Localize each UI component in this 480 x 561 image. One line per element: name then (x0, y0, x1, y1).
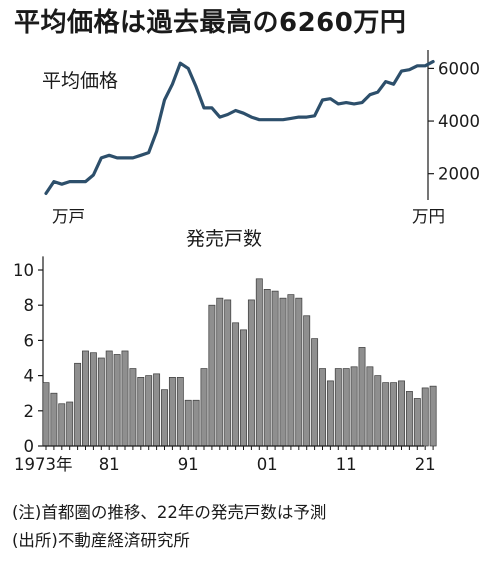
units-bar (326, 380, 334, 447)
bar-y-tick-label: 2 (24, 402, 35, 421)
units-bar (279, 297, 287, 447)
units-bar (113, 354, 121, 447)
units-bar (50, 392, 58, 447)
bar-x-tick-label: 21 (415, 455, 436, 474)
units-bar (366, 366, 374, 447)
bar-y-tick-label: 6 (24, 331, 35, 350)
bar-series-label: 発売戸数 (186, 228, 262, 250)
units-bar (192, 399, 200, 447)
bar-y-tick-label: 10 (13, 261, 34, 280)
units-bar (398, 380, 405, 447)
units-bar (263, 289, 271, 447)
line-y-tick-label: 4000 (438, 112, 480, 131)
units-bar (255, 278, 263, 447)
units-bar (421, 387, 429, 447)
units-bar (74, 362, 82, 447)
units-bar (105, 350, 113, 447)
units-bar (216, 297, 224, 447)
line-y-unit-label: 万円 (412, 207, 445, 226)
units-bar (224, 299, 232, 447)
bar-x-tick-label: 1973年 (14, 455, 73, 474)
units-bar (334, 368, 342, 447)
units-bar (232, 322, 240, 447)
units-bar (342, 368, 350, 447)
bar-x-tick-label: 01 (257, 455, 278, 474)
units-bar (287, 294, 295, 447)
units-bar (137, 377, 145, 447)
units-bar (358, 347, 366, 447)
units-bar (303, 315, 311, 447)
units-bar (129, 368, 137, 447)
units-bar (247, 299, 255, 447)
units-bar (145, 375, 153, 447)
units-bar (82, 350, 89, 447)
units-bar (121, 350, 129, 447)
line-y-tick-label: 6000 (438, 59, 480, 78)
figure-title: 平均価格は過去最高の6260万円 (14, 8, 407, 38)
units-bar (350, 366, 358, 447)
units-bar (382, 382, 390, 447)
units-bar (176, 377, 184, 447)
line-y-tick-label: 2000 (438, 165, 480, 184)
units-bar (390, 382, 398, 447)
bar-x-tick-label: 11 (336, 455, 357, 474)
average-price-line (44, 59, 435, 195)
units-bar (66, 401, 74, 447)
bar-y-tick-label: 8 (24, 296, 35, 315)
units-bar (58, 403, 66, 447)
source-note: (出所)不動産経済研究所 (12, 531, 190, 550)
units-bar (311, 338, 319, 447)
bar-y-tick-label: 4 (24, 367, 35, 386)
units-bar (161, 389, 168, 447)
units-bar (374, 375, 382, 447)
units-bar (405, 391, 413, 447)
units-bar (208, 304, 216, 447)
units-bar (184, 399, 192, 447)
units-bar (240, 329, 247, 447)
units-bar (295, 297, 303, 447)
units-bar (97, 357, 105, 447)
units-bar (168, 377, 176, 447)
units-bar (413, 398, 421, 447)
bar-x-tick-label: 81 (99, 455, 120, 474)
units-bar (200, 368, 208, 447)
bar-y-unit-label: 万戸 (52, 207, 85, 226)
units-bar (271, 290, 279, 447)
units-bar (429, 385, 437, 447)
bar-x-tick-label: 91 (178, 455, 199, 474)
bar-y-tick-label: 0 (24, 437, 35, 456)
units-bar (42, 382, 50, 447)
units-bar (319, 368, 326, 447)
units-bar (89, 352, 97, 447)
line-series-label: 平均価格 (42, 70, 118, 92)
footnote: (注)首都圏の推移、22年の発売戸数は予測 (12, 503, 327, 522)
units-bar (153, 373, 161, 447)
